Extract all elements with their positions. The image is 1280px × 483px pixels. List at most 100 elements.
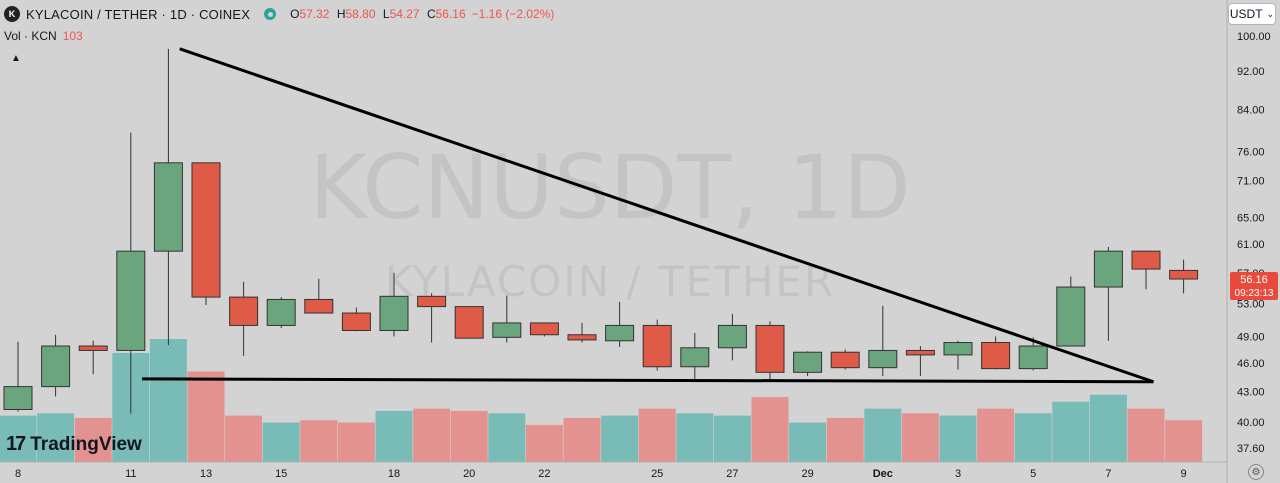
price-tick-label: 49.00 [1237, 331, 1265, 343]
candle-body [417, 295, 447, 308]
volume-bar [638, 408, 676, 462]
watermark-symbol: KCNUSDT, 1D [309, 136, 911, 239]
candle-body [1131, 250, 1161, 270]
candle-body [341, 312, 371, 331]
candle-body [191, 162, 221, 298]
volume-bar [977, 408, 1015, 462]
high-label: H [336, 7, 346, 21]
candle-body [642, 324, 672, 368]
candle-body [304, 298, 334, 314]
volume-bar [563, 417, 601, 462]
time-tick-label: 25 [651, 468, 663, 480]
volume-bar [1089, 394, 1127, 462]
time-tick-label: 5 [1030, 468, 1036, 480]
price-tick-label: 100.00 [1237, 31, 1271, 43]
candle-body [981, 342, 1011, 370]
change-value: −1.16 (−2.02%) [471, 7, 555, 21]
candle-body [943, 342, 973, 356]
price-tick-label: 46.00 [1237, 358, 1265, 370]
time-tick-label: 9 [1181, 468, 1187, 480]
volume-bar [1052, 401, 1090, 462]
market-status-icon[interactable] [264, 8, 277, 20]
volume-bar [601, 415, 639, 462]
time-tick-label: 7 [1105, 468, 1111, 480]
symbol-title[interactable]: KYLACOIN / TETHER · 1D · COINEX [26, 6, 251, 22]
bar-countdown: 09:23:13 [1235, 288, 1274, 299]
candle-body [266, 298, 296, 326]
volume-bar [149, 339, 187, 462]
volume-bar [375, 410, 413, 462]
price-tick-label: 92.00 [1237, 66, 1265, 78]
symbol-header: K KYLACOIN / TETHER · 1D · COINEX O57.32… [0, 0, 554, 28]
candle-body [680, 347, 710, 368]
volume-bar [262, 422, 300, 462]
volume-bar [1127, 408, 1165, 462]
candle-body [868, 349, 898, 369]
volume-legend: Vol · KCN 103 [4, 29, 83, 43]
high-value: 58.80 [345, 7, 376, 21]
close-value: 56.16 [435, 7, 466, 21]
trendline [179, 47, 1155, 384]
watermark-name: KYLACOIN / TETHER [385, 257, 835, 306]
candle-body [717, 324, 747, 349]
volume-bar [525, 424, 563, 462]
volume-bar [187, 371, 225, 462]
price-tick-label: 76.00 [1237, 147, 1265, 159]
candle-body [905, 349, 935, 356]
chevron-down-icon: ⌄ [1266, 8, 1275, 19]
coin-logo-icon: K [4, 6, 20, 22]
volume-bar [37, 413, 75, 462]
time-tick-label: 3 [955, 468, 961, 480]
volume-bar [450, 410, 488, 462]
price-tick-label: 53.00 [1237, 298, 1265, 310]
time-tick-label: 13 [200, 468, 212, 480]
time-tick-label: 11 [125, 468, 136, 480]
price-tick-label: 84.00 [1237, 104, 1265, 116]
ohlc-values: O57.32 H58.80 L54.27 C56.16 [290, 7, 470, 21]
time-tick-label: 22 [538, 468, 550, 480]
candle-body [830, 351, 860, 369]
candle-body [229, 296, 259, 326]
volume-bar [826, 417, 864, 462]
volume-bar [1165, 420, 1203, 462]
candle-body [1056, 286, 1086, 347]
price-tick-label: 61.00 [1237, 239, 1265, 251]
time-tick-label: 18 [388, 468, 400, 480]
volume-bar [789, 422, 827, 462]
volume-bar [413, 408, 451, 462]
currency-selector[interactable]: USDT ⌄ [1228, 3, 1276, 25]
volume-value: 103 [62, 29, 83, 43]
price-tick-label: 40.00 [1237, 417, 1265, 429]
settings-gear-icon[interactable]: ⚙ [1248, 464, 1264, 480]
volume-label: Vol · KCN [4, 29, 57, 43]
price-tick-label: 71.00 [1237, 175, 1265, 187]
price-axis-background [1227, 0, 1280, 483]
time-tick-label: Dec [873, 468, 893, 480]
volume-bar [74, 417, 112, 462]
volume-bar [0, 415, 37, 462]
low-value: 54.27 [389, 7, 420, 21]
tradingview-name: TradingView [30, 433, 142, 455]
candle-body [454, 306, 484, 339]
candle-body [379, 295, 409, 331]
candle-body [755, 324, 785, 373]
time-tick-label: 8 [15, 468, 21, 480]
close-label: C [426, 7, 436, 21]
volume-bar [864, 408, 902, 462]
candle-body [529, 322, 559, 336]
volume-bar [337, 422, 375, 462]
candle-body [492, 322, 522, 338]
candle-body [1018, 345, 1048, 370]
candle-body [41, 345, 71, 388]
open-label: O [290, 7, 300, 21]
collapse-legend-icon[interactable]: ▲ [11, 52, 21, 64]
price-tick-label: 65.00 [1237, 212, 1265, 224]
volume-bar [488, 413, 526, 462]
low-label: L [382, 7, 390, 21]
candle-body [567, 334, 597, 341]
price-tick-label: 43.00 [1237, 386, 1265, 398]
volume-bar [939, 415, 977, 462]
volume-bar [751, 397, 789, 462]
open-value: 57.32 [299, 7, 330, 21]
